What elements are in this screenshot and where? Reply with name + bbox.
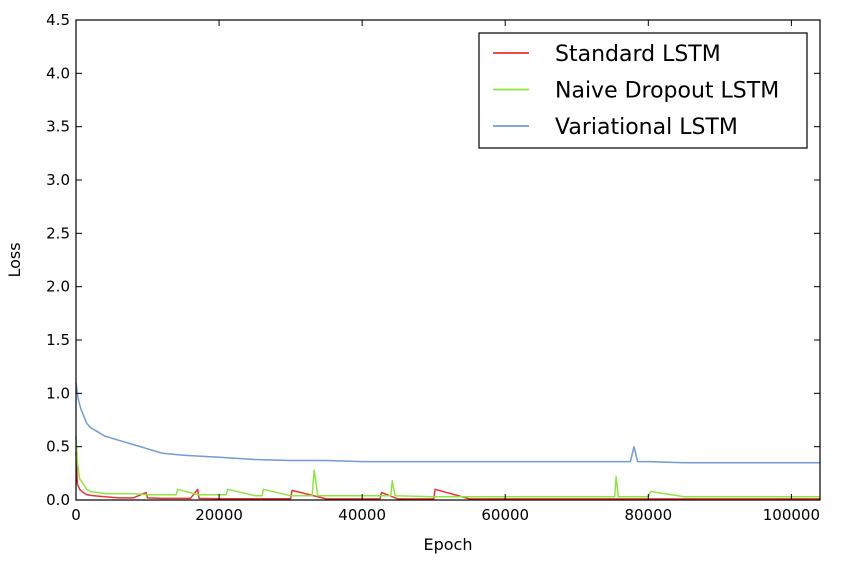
y-axis-label: Loss (5, 242, 24, 277)
x-tick-label: 20000 (195, 506, 243, 524)
x-tick-label: 40000 (338, 506, 386, 524)
x-tick-label: 80000 (624, 506, 672, 524)
x-tick-label: 100000 (763, 506, 820, 524)
x-axis-label: Epoch (424, 535, 473, 554)
legend-box (478, 32, 808, 149)
y-tick-label: 1.5 (46, 331, 70, 349)
x-tick-label: 0 (71, 506, 81, 524)
x-tick-label: 60000 (481, 506, 529, 524)
y-tick-label: 0.5 (46, 438, 70, 456)
legend-label-0: Standard LSTM (555, 42, 721, 67)
plot-lines (75, 382, 820, 500)
legend-label-2: Variational LSTM (555, 115, 738, 140)
y-tick-label: 4.5 (46, 11, 70, 29)
legend-label-1: Naive Dropout LSTM (555, 79, 779, 104)
y-tick-label: 0.0 (46, 491, 70, 509)
legend: Standard LSTM Naive Dropout LSTM Variation… (478, 32, 808, 149)
y-tick-label: 2.5 (46, 224, 70, 242)
axis-ticks: 0 20000 40000 60000 80000 100000 0.0 0.5 1.0 1.5 2… (46, 11, 820, 524)
plot-frame (75, 19, 821, 501)
y-tick-label: 4.0 (46, 64, 70, 82)
series-line-1 (75, 435, 820, 498)
y-tick-label: 3.5 (46, 118, 70, 136)
y-tick-label: 1.0 (46, 384, 70, 402)
y-tick-label: 2.0 (46, 278, 70, 296)
series-line-2 (75, 382, 820, 464)
y-tick-label: 3.0 (46, 171, 70, 189)
